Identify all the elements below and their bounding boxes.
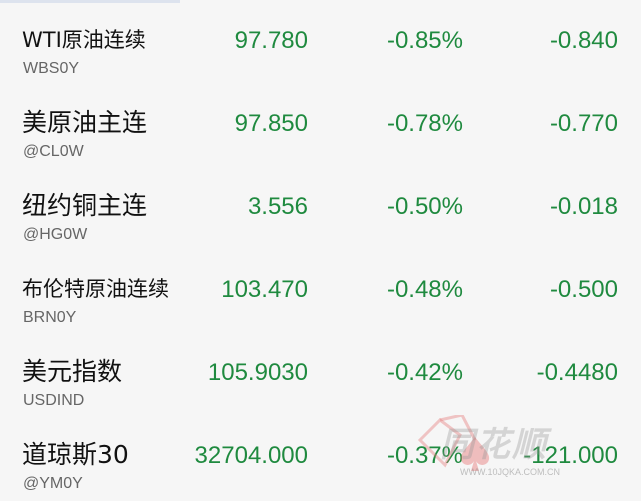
quote-change-percent: -0.48% <box>386 276 463 303</box>
quote-price: 97.850 <box>234 110 308 137</box>
quote-change-percent: -0.50% <box>386 193 463 220</box>
quote-row[interactable]: 纽约铜主连 @HG0W 3.556 -0.50% -0.018 <box>0 166 641 249</box>
quote-change: -0.4480 <box>536 359 618 386</box>
quote-name: 布伦特原油连续 <box>22 277 169 301</box>
quote-code: WBS0Y <box>23 60 80 77</box>
top-divider <box>0 0 180 3</box>
quote-code: USDIND <box>23 392 85 409</box>
quote-price: 3.556 <box>247 193 308 220</box>
quote-price: 32704.000 <box>194 442 308 469</box>
quote-row[interactable]: 美原油主连 @CL0W 97.850 -0.78% -0.770 <box>0 83 641 166</box>
quote-change: -0.500 <box>549 276 618 303</box>
quote-name: 美原油主连 <box>22 108 148 137</box>
quote-code: @YM0Y <box>23 475 83 492</box>
quote-name: 道琼斯30 <box>22 440 129 469</box>
quote-row[interactable]: 布伦特原油连续 BRN0Y 103.470 -0.48% -0.500 <box>0 249 641 332</box>
quote-name: WTI原油连续 <box>22 28 146 52</box>
quote-price: 103.470 <box>221 276 308 303</box>
quote-row[interactable]: 美元指数 USDIND 105.9030 -0.42% -0.4480 <box>0 332 641 415</box>
quote-code: BRN0Y <box>23 309 77 326</box>
quote-row[interactable]: WTI原油连续 WBS0Y 97.780 -0.85% -0.840 <box>0 0 641 83</box>
quote-code: @HG0W <box>23 226 88 243</box>
quote-change: -0.840 <box>549 27 618 54</box>
quote-change-percent: -0.78% <box>386 110 463 137</box>
quote-change: -0.770 <box>549 110 618 137</box>
quote-change: -0.018 <box>549 193 618 220</box>
quote-change-percent: -0.85% <box>386 27 463 54</box>
quote-row[interactable]: 道琼斯30 @YM0Y 32704.000 -0.37% -121.000 <box>0 415 641 498</box>
quote-price: 97.780 <box>234 27 308 54</box>
quote-price: 105.9030 <box>207 359 308 386</box>
quote-name: 美元指数 <box>22 357 123 386</box>
quote-change-percent: -0.37% <box>386 442 463 469</box>
quote-name: 纽约铜主连 <box>22 191 148 220</box>
quote-change-percent: -0.42% <box>386 359 463 386</box>
quote-change: -121.000 <box>523 442 618 469</box>
quote-code: @CL0W <box>23 143 84 160</box>
